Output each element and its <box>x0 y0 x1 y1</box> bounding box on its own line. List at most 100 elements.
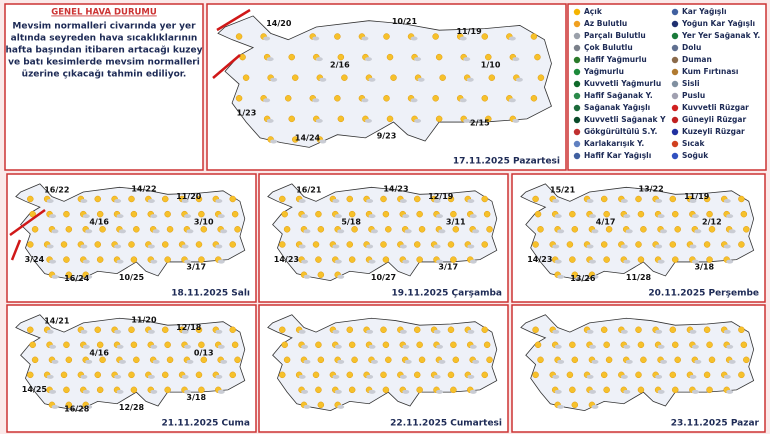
summary-box <box>4 3 204 171</box>
weather-icon <box>166 356 174 364</box>
weather-icon <box>312 98 320 103</box>
date-label: 23.11.2025 Pazar <box>671 419 760 429</box>
temperature-label: 1/23 <box>237 108 257 117</box>
weather-icon <box>591 404 599 409</box>
temperature-label: 3/11 <box>446 218 466 227</box>
weather-icon <box>660 359 668 364</box>
weather-icon <box>96 210 104 218</box>
weather-icon <box>303 359 311 364</box>
weather-icon <box>552 198 560 203</box>
weather-icon <box>27 195 34 203</box>
weather-icon <box>351 356 358 364</box>
legend-icon <box>671 128 679 136</box>
weather-icon <box>481 241 488 248</box>
weather-icon <box>708 356 716 364</box>
weather-icon <box>600 326 608 334</box>
summary-line: Mevsim normalleri civarında yer yer <box>12 22 196 32</box>
weather-icon <box>554 344 562 349</box>
weather-icon <box>63 341 70 349</box>
weather-icon <box>657 389 665 394</box>
weather-icon <box>346 241 354 248</box>
weather-icon <box>366 374 374 379</box>
weather-icon <box>291 136 299 143</box>
weather-icon <box>637 256 645 263</box>
date-label: 20.11.2025 Perşembe <box>648 289 759 299</box>
temperature-label: 9/23 <box>377 132 397 141</box>
weather-icon <box>483 210 491 218</box>
weather-icon <box>534 341 542 349</box>
legend-icon <box>573 20 581 28</box>
weather-icon <box>485 53 492 61</box>
weather-icon <box>738 371 745 379</box>
weather-icon <box>235 33 243 40</box>
temperature-label: 15/21 <box>550 186 576 195</box>
weather-icon <box>128 326 135 334</box>
weather-icon <box>738 326 745 334</box>
weather-icon <box>728 229 736 234</box>
weather-icon <box>27 326 34 334</box>
weather-icon <box>382 210 390 218</box>
temperature-label: 3/18 <box>186 393 206 402</box>
weather-icon <box>319 139 327 144</box>
weather-icon <box>402 389 410 394</box>
weather-icon <box>450 386 457 394</box>
temperature-label: 16/22 <box>44 186 69 195</box>
weather-icon <box>726 259 734 264</box>
weather-icon <box>152 229 160 234</box>
weather-icon <box>234 356 241 364</box>
temperature-label: 11/19 <box>456 27 482 36</box>
weather-icon <box>436 214 444 219</box>
weather-icon <box>147 244 155 249</box>
weather-icon <box>368 344 376 349</box>
legend-icon <box>573 56 581 64</box>
weather-icon <box>586 374 594 379</box>
weather-icon <box>337 359 345 364</box>
weather-icon <box>229 326 236 334</box>
weather-icon <box>655 198 663 203</box>
legend-icon <box>671 116 679 124</box>
weather-icon <box>298 198 306 203</box>
weather-icon <box>591 229 599 234</box>
legend-label: Kuvvetli Sağanak Y <box>584 115 666 124</box>
weather-icon <box>181 374 189 379</box>
weather-icon <box>291 74 299 81</box>
temperature-label: 11/19 <box>684 192 710 201</box>
legend-label: Parçalı Bulutlu <box>584 31 646 40</box>
temperature-label: 3/24 <box>25 255 45 264</box>
weather-icon <box>239 53 246 61</box>
legend-icon <box>573 32 581 40</box>
weather-icon <box>65 271 73 279</box>
weather-icon <box>657 214 665 219</box>
weather-icon <box>566 371 574 379</box>
legend-label: Duman <box>682 55 712 64</box>
temperature-label: 11/20 <box>176 192 202 201</box>
weather-icon <box>657 344 665 349</box>
weather-icon <box>361 98 369 103</box>
weather-icon <box>537 226 544 233</box>
weather-icon <box>337 404 345 409</box>
weather-icon <box>459 36 467 41</box>
weather-icon <box>413 241 421 248</box>
weather-icon <box>557 229 565 234</box>
weather-icon <box>60 371 68 379</box>
weather-icon <box>351 226 358 233</box>
weather-icon <box>46 198 54 203</box>
weather-icon <box>65 356 73 364</box>
weather-icon <box>266 57 274 62</box>
weather-icon <box>348 341 356 349</box>
weather-icon <box>312 241 320 248</box>
weather-icon <box>341 74 348 81</box>
summary-line: üzerine çıkacağı tahmin ediliyor. <box>22 70 187 80</box>
weather-icon <box>433 329 441 334</box>
weather-icon <box>181 329 189 334</box>
weather-icon <box>334 33 341 40</box>
legend-label: Kuvvetli Yağmurlu <box>584 79 661 88</box>
weather-icon <box>270 77 278 82</box>
weather-icon <box>301 259 309 264</box>
weather-icon <box>65 401 73 409</box>
weather-icon <box>99 356 106 364</box>
weather-icon <box>382 386 390 394</box>
weather-icon <box>463 57 471 62</box>
weather-icon <box>589 344 596 349</box>
weather-icon <box>200 226 208 233</box>
